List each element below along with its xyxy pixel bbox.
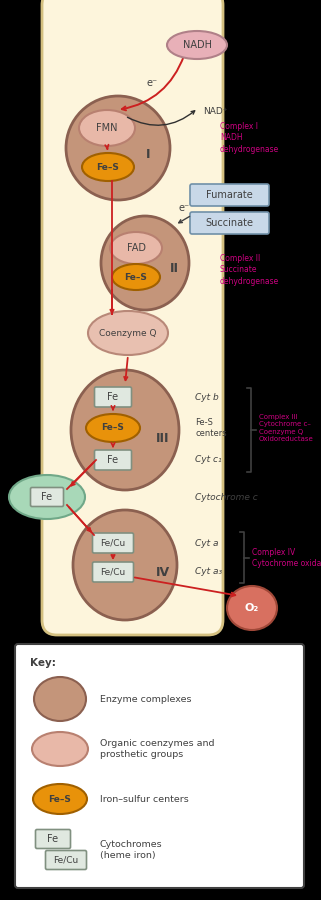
Text: Succinate: Succinate bbox=[205, 218, 253, 228]
Text: Cyt b: Cyt b bbox=[195, 392, 219, 401]
Ellipse shape bbox=[33, 784, 87, 814]
FancyBboxPatch shape bbox=[42, 0, 223, 635]
FancyBboxPatch shape bbox=[94, 450, 132, 470]
Text: Fumarate: Fumarate bbox=[206, 190, 252, 200]
FancyBboxPatch shape bbox=[36, 830, 71, 849]
Ellipse shape bbox=[34, 677, 86, 721]
Text: e⁻: e⁻ bbox=[178, 203, 190, 213]
Ellipse shape bbox=[79, 110, 135, 146]
Text: Cyt c₁: Cyt c₁ bbox=[195, 455, 221, 464]
Text: I: I bbox=[146, 148, 150, 161]
Text: NAD⁺: NAD⁺ bbox=[203, 107, 228, 116]
Text: Fe-S
centers: Fe-S centers bbox=[195, 418, 227, 438]
Text: Fe–S: Fe–S bbox=[125, 273, 147, 282]
Ellipse shape bbox=[66, 96, 170, 200]
Text: Enzyme complexes: Enzyme complexes bbox=[100, 695, 192, 704]
Ellipse shape bbox=[82, 153, 134, 181]
Text: Complex IV
Cytochrome oxidase: Complex IV Cytochrome oxidase bbox=[252, 548, 321, 568]
Text: Fe–S: Fe–S bbox=[97, 163, 119, 172]
Ellipse shape bbox=[101, 216, 189, 310]
Ellipse shape bbox=[227, 586, 277, 630]
Text: e⁻: e⁻ bbox=[146, 78, 158, 88]
Text: Fe: Fe bbox=[108, 392, 118, 402]
Text: NADH: NADH bbox=[183, 40, 212, 50]
Text: Coenzyme Q: Coenzyme Q bbox=[99, 328, 157, 338]
Text: Fe: Fe bbox=[108, 455, 118, 465]
Ellipse shape bbox=[110, 232, 162, 264]
FancyBboxPatch shape bbox=[15, 644, 304, 888]
Ellipse shape bbox=[71, 370, 179, 490]
Text: Cytochrome c: Cytochrome c bbox=[195, 492, 258, 501]
Text: Fe/Cu: Fe/Cu bbox=[100, 538, 126, 547]
Text: Fe/Cu: Fe/Cu bbox=[100, 568, 126, 577]
Text: Cyt a₃: Cyt a₃ bbox=[195, 568, 222, 577]
Text: FAD: FAD bbox=[126, 243, 145, 253]
FancyBboxPatch shape bbox=[190, 184, 269, 206]
FancyBboxPatch shape bbox=[92, 533, 134, 553]
Text: Organic coenzymes and
prosthetic groups: Organic coenzymes and prosthetic groups bbox=[100, 739, 214, 759]
Ellipse shape bbox=[9, 475, 85, 519]
Text: II: II bbox=[169, 262, 178, 274]
Text: Cyt a: Cyt a bbox=[195, 538, 219, 547]
FancyBboxPatch shape bbox=[190, 212, 269, 234]
Text: Fe: Fe bbox=[41, 492, 53, 502]
Text: FMN: FMN bbox=[96, 123, 118, 133]
Ellipse shape bbox=[73, 510, 177, 620]
Text: Fe–S: Fe–S bbox=[48, 795, 72, 804]
FancyBboxPatch shape bbox=[92, 562, 134, 582]
FancyBboxPatch shape bbox=[94, 387, 132, 407]
Text: Complex II
Succinate
dehydrogenase: Complex II Succinate dehydrogenase bbox=[220, 254, 279, 286]
Text: Cytochromes
(heme iron): Cytochromes (heme iron) bbox=[100, 840, 163, 860]
Text: Key:: Key: bbox=[30, 658, 56, 668]
Text: Iron–sulfur centers: Iron–sulfur centers bbox=[100, 795, 189, 804]
FancyBboxPatch shape bbox=[46, 850, 86, 869]
FancyBboxPatch shape bbox=[30, 488, 64, 507]
Text: IV: IV bbox=[156, 565, 170, 579]
Ellipse shape bbox=[86, 414, 140, 442]
Ellipse shape bbox=[167, 31, 227, 59]
Ellipse shape bbox=[88, 311, 168, 355]
Text: Fe/Cu: Fe/Cu bbox=[53, 856, 79, 865]
Text: Fe: Fe bbox=[48, 834, 58, 844]
Text: Fe–S: Fe–S bbox=[101, 424, 125, 433]
Text: III: III bbox=[156, 431, 170, 445]
Ellipse shape bbox=[112, 264, 160, 290]
Ellipse shape bbox=[32, 732, 88, 766]
Text: Complex III
Cytochrome c–
Coenzyme Q
Oxidoreductase: Complex III Cytochrome c– Coenzyme Q Oxi… bbox=[259, 414, 314, 442]
Text: O₂: O₂ bbox=[245, 603, 259, 613]
Text: Complex I
NADH
dehydrogenase: Complex I NADH dehydrogenase bbox=[220, 122, 279, 154]
